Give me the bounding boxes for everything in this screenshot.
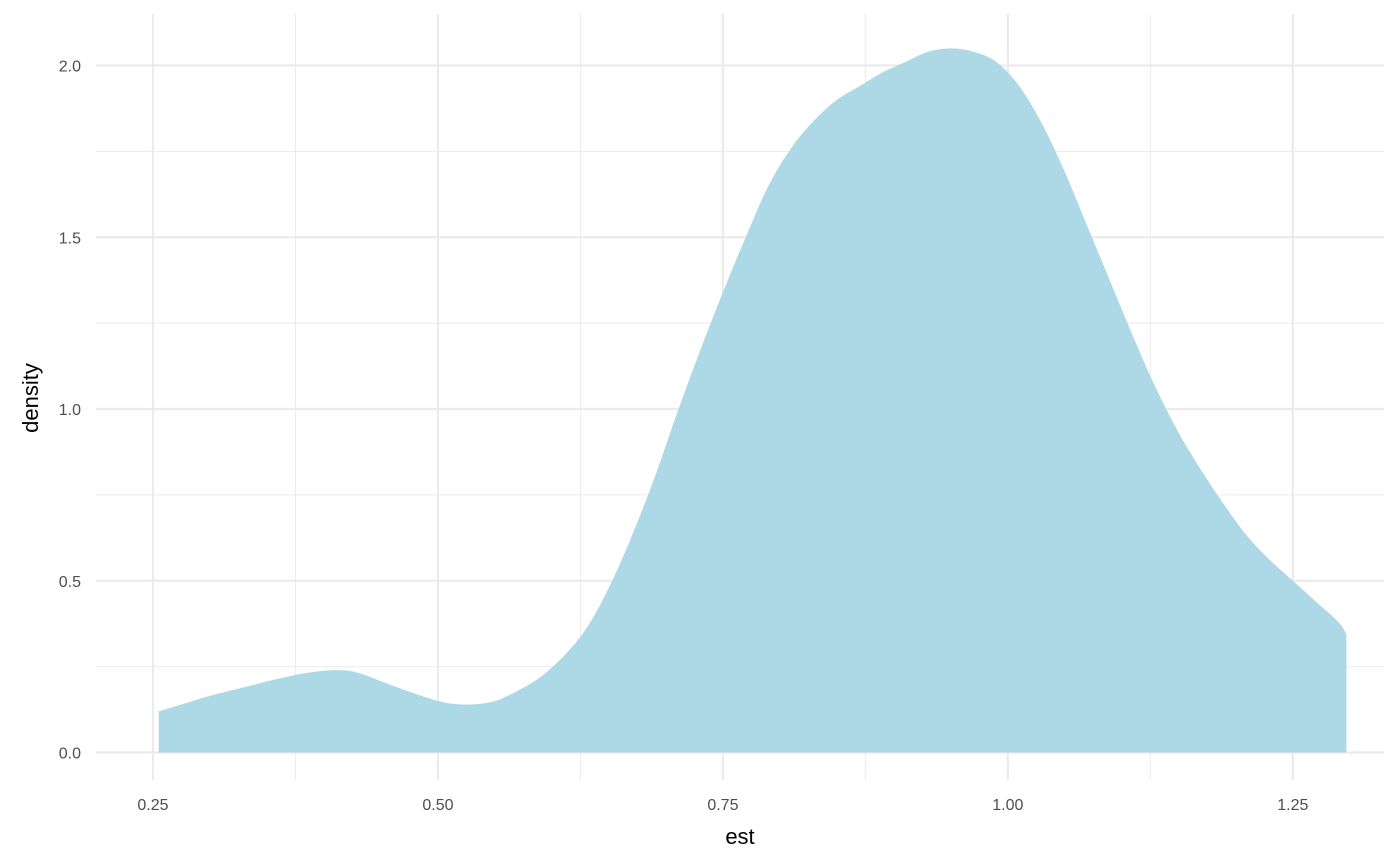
density-area-series-0 <box>158 48 1347 753</box>
y-axis-title: density <box>18 363 43 433</box>
x-axis-tick-labels: 0.25 0.50 0.75 1.00 1.25 <box>137 797 1308 814</box>
x-tick-label: 1.25 <box>1277 797 1308 814</box>
x-tick-label: 0.25 <box>137 797 168 814</box>
y-axis-tick-labels: 0.0 0.5 1.0 1.5 2.0 <box>59 59 81 763</box>
y-tick-label: 0.0 <box>59 746 81 763</box>
y-tick-label: 1.5 <box>59 230 81 247</box>
x-axis-title: est <box>725 824 754 849</box>
y-tick-label: 1.0 <box>59 402 81 419</box>
y-tick-label: 2.0 <box>59 59 81 76</box>
x-tick-label: 0.75 <box>707 797 738 814</box>
y-tick-label: 0.5 <box>59 574 81 591</box>
density-area <box>158 48 1347 753</box>
x-tick-label: 0.50 <box>422 797 453 814</box>
x-tick-label: 1.00 <box>992 797 1023 814</box>
